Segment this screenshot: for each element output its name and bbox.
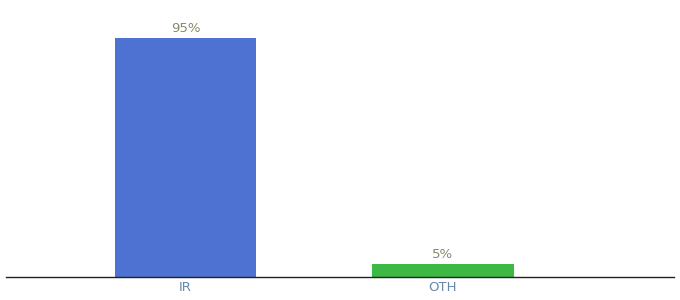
Text: 5%: 5% xyxy=(432,248,454,261)
Bar xyxy=(115,38,256,277)
Text: 95%: 95% xyxy=(171,22,201,35)
Bar xyxy=(372,264,513,277)
